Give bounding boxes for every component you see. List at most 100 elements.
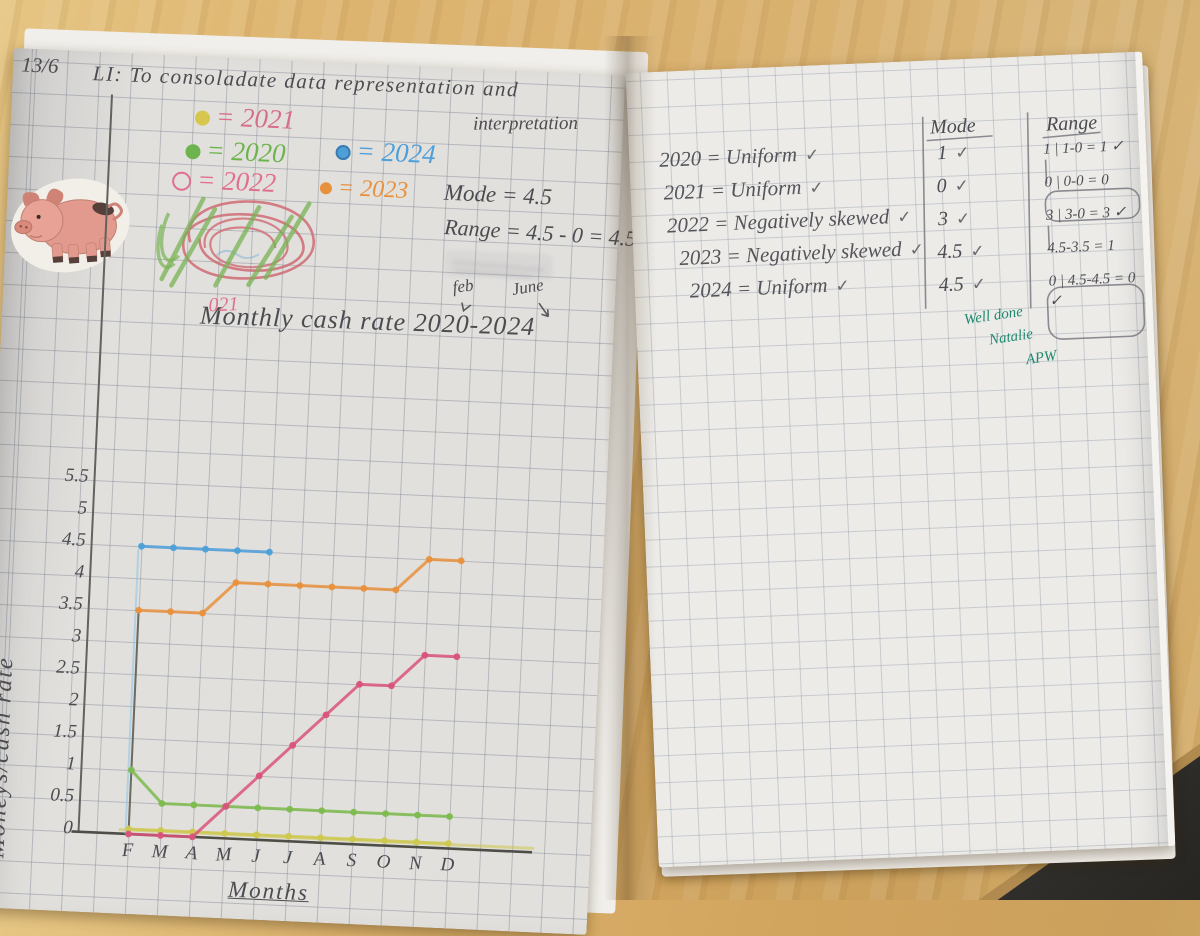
notebook-page-left: 13/6 LI: To consoladate data representat… bbox=[0, 48, 637, 935]
mode-stat: Mode = 4.5 bbox=[443, 179, 553, 210]
x-tick-label: D bbox=[440, 854, 455, 876]
legend-label-2020: = 2020 bbox=[205, 134, 287, 169]
data-point-2023 bbox=[360, 585, 368, 592]
y-tick-label: 2.5 bbox=[55, 656, 81, 679]
legend-label-2024: = 2024 bbox=[356, 135, 437, 170]
data-point-2021 bbox=[157, 827, 165, 834]
x-axis-label: Months bbox=[227, 876, 310, 906]
legend-item-2023: = 2023 bbox=[319, 174, 409, 205]
data-point-2022 bbox=[188, 833, 196, 841]
range-value-2022: 3 | 3-0 = 3 ✓ bbox=[1045, 204, 1127, 224]
data-point-2023 bbox=[328, 583, 336, 591]
pig-sticker-icon bbox=[11, 178, 130, 273]
y-tick-label: 0.5 bbox=[49, 784, 75, 807]
check-icon: ✓ bbox=[804, 145, 820, 165]
data-point-2022 bbox=[222, 802, 230, 810]
legend-item-2022: = 2022 bbox=[171, 163, 277, 199]
data-point-2023 bbox=[232, 579, 240, 587]
data-point-2021 bbox=[444, 840, 452, 847]
legend-item-2024: = 2024 bbox=[335, 135, 436, 171]
check-icon: ✓ bbox=[909, 239, 925, 260]
mode-value-2020: 1 ✓ bbox=[936, 141, 970, 165]
y-tick-label: 1 bbox=[65, 753, 77, 775]
data-point-2020 bbox=[446, 813, 453, 820]
data-point-2020 bbox=[350, 808, 358, 816]
mode-value-2023: 4.5 ✓ bbox=[936, 240, 985, 264]
mode-column-header: Mode bbox=[929, 114, 977, 139]
erased-pencil-smudge bbox=[444, 249, 553, 281]
range-value-2020: 1 | 1-0 = 1 ✓ bbox=[1042, 138, 1124, 158]
x-tick-label: M bbox=[151, 841, 169, 863]
date-label: 13/6 bbox=[20, 52, 60, 79]
data-point-2022 bbox=[388, 682, 395, 690]
check-icon: ✓ bbox=[896, 207, 912, 227]
data-point-2023 bbox=[135, 606, 143, 614]
x-tick-label: A bbox=[313, 848, 326, 870]
range-value-2021: 0 | 0-0 = 0 bbox=[1044, 172, 1110, 191]
data-point-2021 bbox=[125, 825, 133, 833]
data-point-2021 bbox=[317, 834, 324, 842]
y-tick-label: 1.5 bbox=[52, 720, 78, 743]
legend-label-2023: = 2023 bbox=[337, 174, 409, 205]
data-point-2021 bbox=[285, 832, 292, 840]
y-tick-label: 4.5 bbox=[61, 528, 87, 551]
data-point-2020 bbox=[127, 766, 135, 774]
data-point-2020 bbox=[158, 800, 166, 807]
annotation-arrows bbox=[461, 302, 550, 318]
data-point-2022 bbox=[289, 741, 297, 749]
data-point-2024 bbox=[170, 544, 177, 552]
scribble-remnant-text: 021 bbox=[208, 293, 239, 317]
data-point-2023 bbox=[425, 555, 433, 563]
data-point-2020 bbox=[414, 811, 422, 819]
data-point-2021 bbox=[253, 831, 260, 839]
x-tick-label: N bbox=[408, 852, 422, 875]
legend-dot-2023 bbox=[319, 182, 333, 196]
y-tick-label: 3.5 bbox=[58, 592, 84, 615]
data-point-2021 bbox=[412, 838, 420, 846]
x-tick-label: J bbox=[282, 846, 293, 869]
scribble-crossed-out bbox=[156, 196, 315, 288]
check-icon: ✓ bbox=[809, 177, 825, 198]
check-icon: ✓ bbox=[835, 275, 851, 296]
notebook-page-right: 2020 = Uniform ✓ 2021 = Uniform ✓ 2022 = N… bbox=[625, 51, 1176, 868]
y-tick-label: 5 bbox=[77, 497, 88, 519]
x-tick-label: A bbox=[184, 842, 199, 865]
data-point-2022 bbox=[356, 680, 363, 688]
data-point-2023 bbox=[199, 609, 206, 617]
range-column-header: Range bbox=[1045, 111, 1098, 136]
y-tick-label: 4 bbox=[74, 561, 85, 583]
x-tick-label: O bbox=[375, 850, 392, 874]
legend-label-2022: = 2022 bbox=[196, 164, 277, 199]
y-tick-label: 5.5 bbox=[64, 464, 90, 487]
data-point-2020 bbox=[254, 804, 262, 812]
learning-objective-line2: interpretation bbox=[472, 112, 578, 135]
check-icon: ✓ bbox=[969, 241, 985, 261]
data-point-2022 bbox=[453, 653, 461, 661]
data-point-2022 bbox=[125, 830, 132, 838]
data-point-2022 bbox=[322, 711, 330, 719]
data-point-2020 bbox=[190, 801, 198, 809]
data-point-2024 bbox=[234, 547, 241, 555]
chart-axes bbox=[71, 94, 535, 854]
annotation-feb: feb bbox=[451, 275, 475, 297]
y-tick-label: 0 bbox=[62, 817, 74, 839]
data-point-2022 bbox=[157, 832, 164, 839]
y-tick-label: 3 bbox=[71, 625, 82, 647]
range-value-2023: 4.5-3.5 = 1 bbox=[1046, 237, 1116, 257]
data-point-2021 bbox=[221, 829, 228, 837]
data-point-2023 bbox=[264, 580, 272, 588]
data-point-2023 bbox=[392, 586, 400, 594]
data-point-2022 bbox=[255, 772, 263, 780]
data-point-2022 bbox=[421, 651, 429, 659]
legend-dot-2024 bbox=[335, 145, 351, 161]
mode-value-2024: 4.5 ✓ bbox=[938, 273, 987, 297]
legend-label-2021: = 2021 bbox=[215, 101, 296, 135]
legend-dot-2020 bbox=[185, 144, 201, 160]
data-point-2023 bbox=[296, 582, 304, 589]
mode-value-2022: 3 ✓ bbox=[937, 207, 971, 231]
right-page-pencil-marks bbox=[921, 112, 1146, 340]
data-point-2020 bbox=[382, 810, 390, 818]
range-value-2024: 0 | 4.5-4.5 = 0 ✓ bbox=[1048, 270, 1136, 310]
y-tick-label: 2 bbox=[68, 689, 79, 711]
check-icon: ✓ bbox=[971, 274, 987, 294]
